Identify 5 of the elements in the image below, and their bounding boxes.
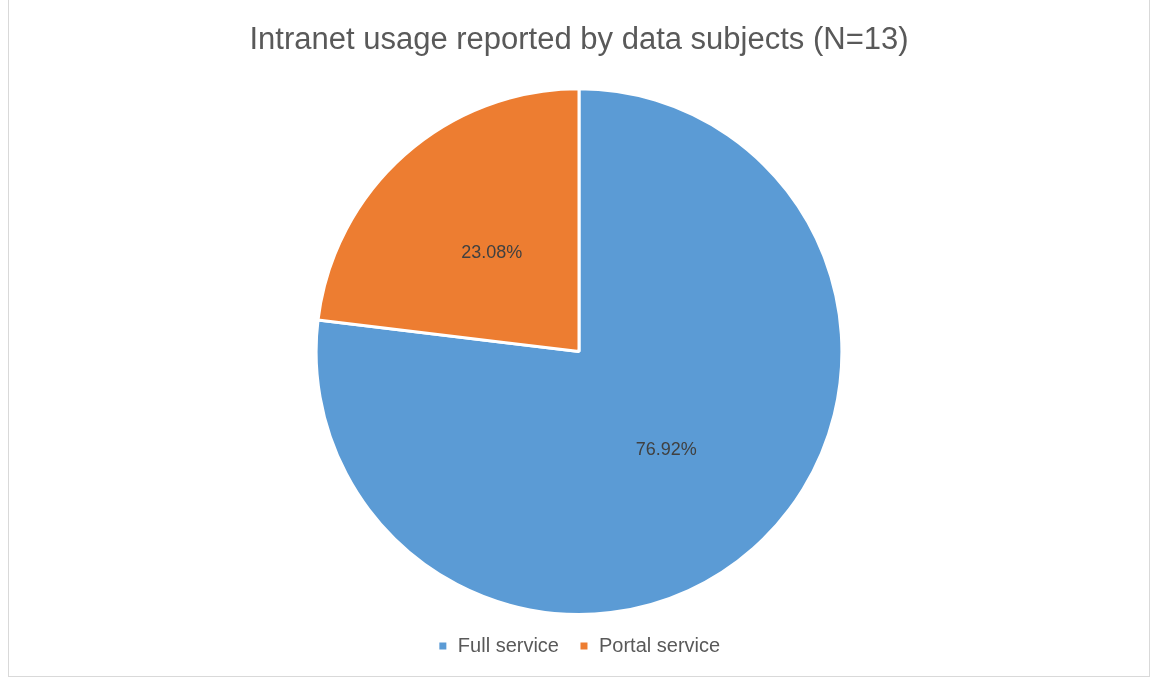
- legend-label: Full service: [457, 633, 559, 656]
- data-label: 76.92%: [635, 438, 697, 459]
- legend-label: Portal service: [598, 633, 721, 656]
- chart-title: Intranet usage reported by data subjects (N=13): [249, 21, 909, 57]
- data-label: 23.08%: [461, 242, 523, 263]
